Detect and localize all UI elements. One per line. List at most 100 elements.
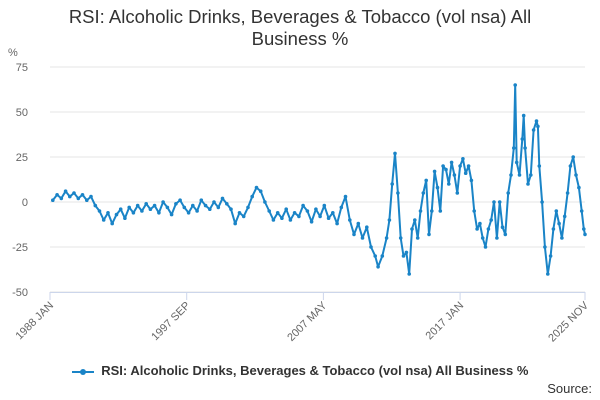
data-point[interactable] [512, 146, 516, 150]
data-point[interactable] [101, 218, 106, 222]
data-point[interactable] [478, 221, 482, 226]
data-point[interactable] [356, 221, 361, 226]
data-point[interactable] [475, 227, 479, 231]
data-point[interactable] [548, 254, 553, 258]
data-point[interactable] [241, 214, 246, 219]
data-point[interactable] [415, 236, 420, 240]
data-point[interactable] [421, 191, 426, 195]
data-point[interactable] [51, 198, 55, 202]
data-point[interactable] [438, 209, 443, 213]
data-point[interactable] [583, 232, 587, 237]
data-point[interactable] [463, 171, 468, 175]
data-point[interactable] [435, 185, 440, 190]
data-point[interactable] [387, 218, 392, 222]
data-point[interactable] [114, 212, 119, 217]
data-point[interactable] [76, 196, 81, 201]
data-point[interactable] [560, 236, 564, 240]
data-point[interactable] [110, 221, 114, 226]
data-point[interactable] [292, 211, 297, 215]
data-point[interactable] [118, 207, 123, 211]
data-point[interactable] [161, 200, 165, 204]
data-point[interactable] [123, 216, 127, 220]
data-point[interactable] [343, 194, 348, 199]
data-point[interactable] [582, 227, 586, 231]
data-point[interactable] [571, 155, 575, 159]
data-point[interactable] [418, 209, 423, 213]
data-point[interactable] [182, 205, 187, 210]
data-point[interactable] [520, 137, 525, 141]
data-point[interactable] [271, 218, 276, 222]
data-point[interactable] [529, 173, 533, 177]
data-point[interactable] [135, 203, 140, 208]
legend[interactable]: RSI: Alcoholic Drinks, Beverages & Tobac… [0, 363, 600, 378]
data-point[interactable] [326, 216, 331, 220]
data-point[interactable] [390, 182, 395, 186]
data-point[interactable] [335, 221, 339, 226]
data-point[interactable] [97, 209, 102, 213]
data-point[interactable] [225, 202, 229, 206]
data-point[interactable] [486, 227, 491, 231]
data-point[interactable] [472, 209, 477, 213]
data-point[interactable] [352, 232, 356, 237]
data-point[interactable] [216, 205, 221, 210]
data-point[interactable] [551, 227, 556, 231]
data-point[interactable] [263, 200, 267, 204]
data-point[interactable] [89, 194, 93, 199]
data-point[interactable] [396, 191, 400, 195]
data-point[interactable] [301, 203, 305, 208]
data-point[interactable] [480, 236, 485, 240]
data-point[interactable] [398, 236, 403, 240]
data-point[interactable] [331, 211, 335, 215]
data-point[interactable] [284, 207, 289, 211]
data-point[interactable] [178, 198, 182, 202]
data-point[interactable] [297, 214, 301, 219]
data-point[interactable] [212, 200, 216, 204]
data-point[interactable] [208, 207, 212, 211]
data-point[interactable] [157, 211, 161, 215]
data-point[interactable] [430, 209, 434, 213]
data-point[interactable] [452, 173, 457, 177]
data-point[interactable] [275, 211, 280, 215]
data-point[interactable] [514, 160, 519, 165]
data-point[interactable] [246, 205, 250, 210]
data-point[interactable] [288, 218, 293, 222]
data-point[interactable] [506, 191, 511, 195]
data-point[interactable] [280, 216, 284, 220]
data-point[interactable] [404, 250, 409, 255]
data-point[interactable] [579, 209, 584, 213]
data-point[interactable] [513, 83, 517, 87]
data-point[interactable] [93, 203, 98, 208]
data-point[interactable] [444, 167, 448, 172]
data-point[interactable] [68, 194, 72, 199]
data-point[interactable] [250, 194, 254, 199]
data-point[interactable] [523, 146, 527, 150]
data-point[interactable] [131, 211, 136, 215]
data-point[interactable] [536, 124, 540, 129]
data-point[interactable] [380, 254, 385, 258]
data-point[interactable] [401, 254, 406, 258]
data-point[interactable] [144, 202, 148, 206]
data-point[interactable] [384, 236, 389, 240]
data-point[interactable] [140, 209, 144, 213]
data-point[interactable] [497, 200, 502, 204]
data-point[interactable] [546, 272, 550, 276]
data-point[interactable] [540, 200, 544, 204]
data-point[interactable] [376, 265, 380, 269]
data-point[interactable] [424, 178, 429, 183]
data-point[interactable] [495, 236, 499, 240]
data-point[interactable] [568, 164, 573, 168]
data-point[interactable] [373, 254, 378, 258]
data-point[interactable] [461, 157, 465, 161]
data-point[interactable] [531, 128, 536, 132]
data-point[interactable] [574, 173, 578, 177]
data-point[interactable] [521, 113, 526, 118]
data-point[interactable] [203, 203, 208, 208]
data-point[interactable] [80, 193, 85, 197]
data-point[interactable] [322, 203, 327, 208]
data-point[interactable] [237, 211, 242, 215]
data-point[interactable] [55, 193, 59, 197]
data-point[interactable] [449, 160, 454, 165]
data-point[interactable] [369, 245, 373, 249]
data-point[interactable] [59, 196, 64, 201]
data-point[interactable] [407, 272, 412, 276]
